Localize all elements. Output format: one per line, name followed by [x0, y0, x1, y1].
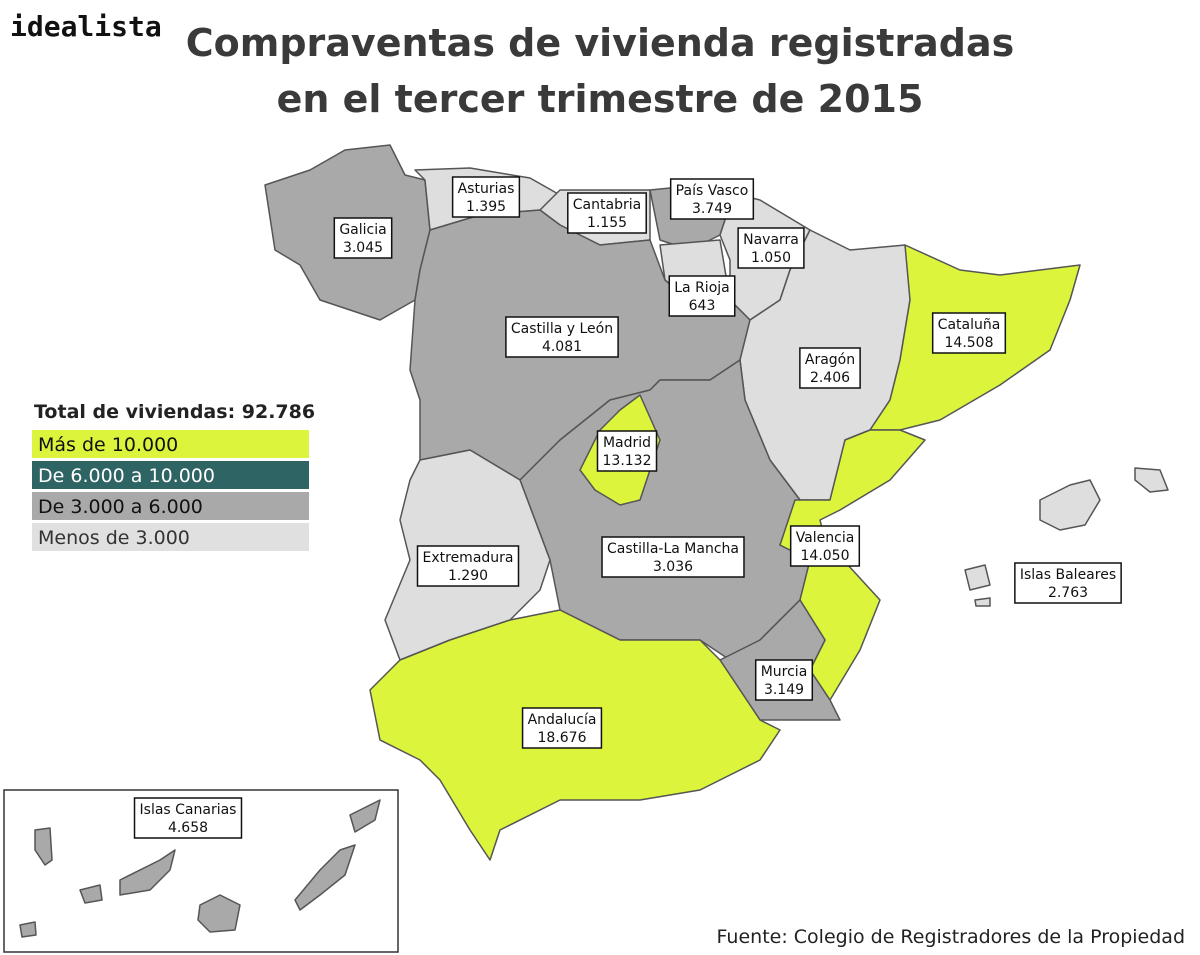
legend-label: Más de 10.000: [38, 434, 178, 456]
region-value: 3.045: [343, 240, 383, 256]
source: Fuente: Colegio de Registradores de la P…: [717, 926, 1185, 948]
region-value: 1.395: [466, 199, 506, 215]
label-box: [567, 192, 647, 234]
region-label: Islas Canarias 4.658: [133, 797, 243, 839]
region-label: Andalucía 18.676: [521, 707, 603, 749]
region-name: País Vasco: [676, 183, 749, 199]
legend-label: Menos de 3.000: [38, 527, 190, 549]
region-label: Castilla-La Mancha 3.036: [601, 536, 745, 578]
region-label: La Rioja 643: [668, 275, 736, 317]
region-value: 1.050: [751, 250, 791, 266]
region-value: 14.050: [801, 548, 850, 564]
region-label: Aragón 2.406: [799, 347, 861, 389]
region-name: Aragón: [805, 352, 855, 368]
region-value: 2.763: [1048, 585, 1088, 601]
region-label: Castilla y León 4.081: [505, 316, 619, 358]
region-name: Islas Baleares: [1020, 567, 1116, 583]
region-name: Murcia: [761, 664, 808, 680]
logo: idealista: [10, 10, 162, 43]
regions: [264, 144, 1169, 861]
label-box: [931, 312, 1007, 354]
region-value: 14.508: [945, 335, 994, 351]
region-shape: [964, 564, 991, 591]
region-label: Cantabria 1.155: [567, 192, 647, 234]
island: [79, 884, 103, 904]
label-box: [521, 707, 603, 749]
label-box: [596, 430, 658, 472]
island: [34, 827, 53, 866]
legend-total: Total de viviendas: 92.786: [34, 401, 315, 423]
label-box: [451, 176, 521, 218]
region-shape: [1134, 467, 1169, 493]
region-name: Cantabria: [573, 197, 641, 213]
region-label: Cataluña 14.508: [931, 312, 1007, 354]
label-box: [416, 545, 520, 587]
region-label: Asturias 1.395: [451, 176, 521, 218]
legend-swatch: [32, 430, 309, 458]
island: [294, 844, 356, 911]
region-name: Islas Canarias: [140, 802, 237, 818]
island: [349, 799, 381, 833]
region-value: 4.081: [542, 339, 582, 355]
legend-label: De 6.000 a 10.000: [38, 465, 215, 487]
region-label: Galicia 3.045: [333, 217, 393, 259]
legend-swatch: [32, 523, 309, 551]
title: Compraventas de vivienda registradas: [186, 21, 1015, 65]
region-name: Madrid: [603, 435, 651, 451]
region-value: 1.155: [587, 215, 627, 231]
region-name: Valencia: [796, 530, 855, 546]
island: [197, 894, 241, 933]
label-box: [333, 217, 393, 259]
region-value: 3.149: [764, 682, 804, 698]
region-name: Asturias: [458, 181, 515, 197]
region-name: Navarra: [743, 232, 799, 248]
region-label: Madrid 13.132: [596, 430, 658, 472]
region-name: Cataluña: [938, 317, 1001, 333]
region-name: Galicia: [339, 222, 386, 238]
legend: Más de 10.000 De 6.000 a 10.000 De 3.000 a…: [32, 430, 309, 551]
region-value: 3.749: [692, 201, 732, 217]
region-label: Navarra 1.050: [737, 227, 805, 269]
region-shape: [974, 597, 991, 607]
label-box: [789, 525, 861, 567]
region-name: Extremadura: [423, 550, 514, 566]
label-box: [1014, 562, 1122, 604]
label-box: [799, 347, 861, 389]
region-value: 13.132: [603, 453, 652, 469]
region-label: Murcia 3.149: [754, 659, 814, 701]
region-labels: Asturias 1.395 Cantabria 1.155 País Vasco 3.7…: [133, 176, 1122, 839]
region-label: Valencia 14.050: [789, 525, 861, 567]
label-box: [737, 227, 805, 269]
legend-label: De 3.000 a 6.000: [38, 496, 203, 518]
region-label: País Vasco 3.749: [669, 178, 755, 220]
region-value: 18.676: [538, 730, 587, 746]
region-value: 4.658: [168, 820, 208, 836]
region-value: 3.036: [653, 559, 693, 575]
region-name: Castilla-La Mancha: [607, 541, 739, 557]
label-box: [754, 659, 814, 701]
region-name: Andalucía: [528, 712, 597, 728]
region-name: Castilla y León: [511, 321, 613, 337]
label-box: [601, 536, 745, 578]
label-box: [133, 797, 243, 839]
legend-swatch: [32, 461, 309, 489]
title: en el tercer trimestre de 2015: [277, 77, 924, 121]
region-value: 1.290: [448, 568, 488, 584]
island: [19, 921, 37, 938]
region-label: Extremadura 1.290: [416, 545, 520, 587]
canarias-islands: [19, 799, 381, 938]
label-box: [668, 275, 736, 317]
label-box: [505, 316, 619, 358]
region-name: La Rioja: [674, 280, 729, 296]
legend-swatch: [32, 492, 309, 520]
island: [119, 849, 176, 896]
region-shape: [1039, 479, 1101, 531]
region-value: 643: [689, 298, 716, 314]
label-box: [669, 178, 755, 220]
region-label: Islas Baleares 2.763: [1014, 562, 1122, 604]
region-value: 2.406: [810, 370, 850, 386]
